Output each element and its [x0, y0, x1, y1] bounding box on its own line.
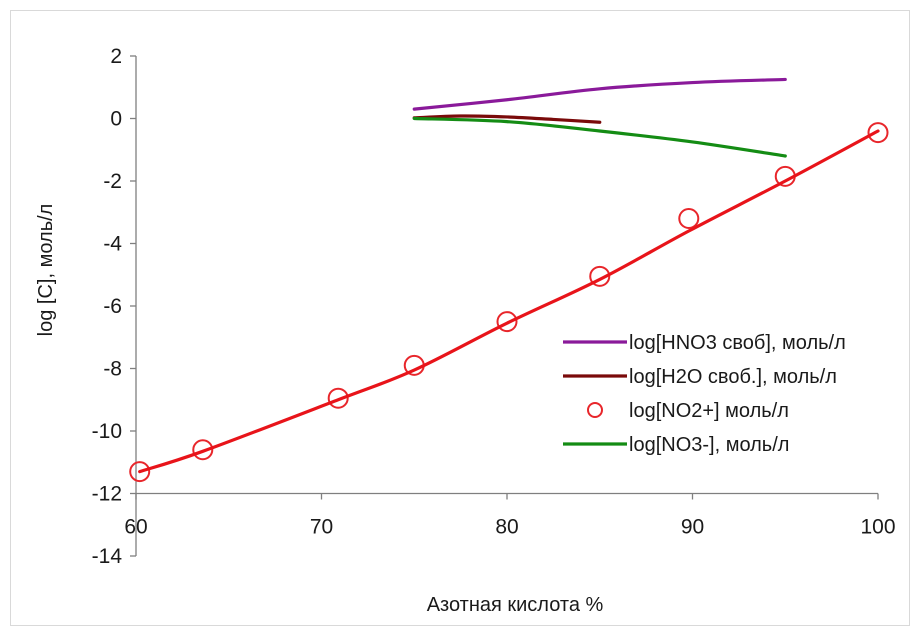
y-tick-label: -2 [103, 170, 122, 193]
x-tick-label: 100 [860, 516, 895, 539]
legend-label: log[H2O своб.], моль/л [629, 366, 837, 388]
x-tick-label: 70 [310, 516, 333, 539]
data-point [678, 208, 700, 229]
data-point [129, 461, 151, 483]
x-tick-label: 80 [495, 516, 518, 539]
series-line [412, 77, 787, 111]
y-tick-label: -12 [92, 483, 122, 506]
legend-label: log[NO2+] моль/л [629, 400, 789, 422]
data-point [327, 387, 349, 409]
legend-marker [587, 402, 603, 418]
data-point [496, 311, 518, 333]
y-tick-label: -8 [103, 358, 122, 381]
y-axis-title: log [C], моль/л [35, 204, 57, 337]
x-tick-label: 90 [681, 516, 704, 539]
chart-frame: 2 0 -2 -4 -6 -8 -10 -12 -14 60 70 80 90 100 Азотная к… [10, 10, 910, 626]
legend: log[HNO3 своб], моль/л log[H2O своб.], мо… [563, 332, 846, 456]
legend-label: log[NO3-], моль/л [629, 434, 789, 456]
y-tick-label: -4 [103, 233, 122, 256]
y-tick-label: 2 [110, 45, 122, 68]
series-line [138, 129, 880, 474]
data-point [867, 122, 889, 144]
series-layer [129, 77, 889, 483]
y-tick-label: -6 [103, 295, 122, 318]
y-tick-label: 0 [110, 108, 122, 131]
series-line [412, 114, 602, 124]
axes [130, 55, 879, 557]
y-tick-label: -14 [92, 545, 123, 568]
x-axis-title: Азотная кислота % [427, 594, 604, 616]
x-tick-label: 60 [124, 516, 147, 539]
data-point [192, 439, 214, 461]
y-tick-label: -10 [92, 420, 122, 443]
series-line [412, 116, 787, 158]
legend-label: log[HNO3 своб], моль/л [629, 332, 846, 354]
